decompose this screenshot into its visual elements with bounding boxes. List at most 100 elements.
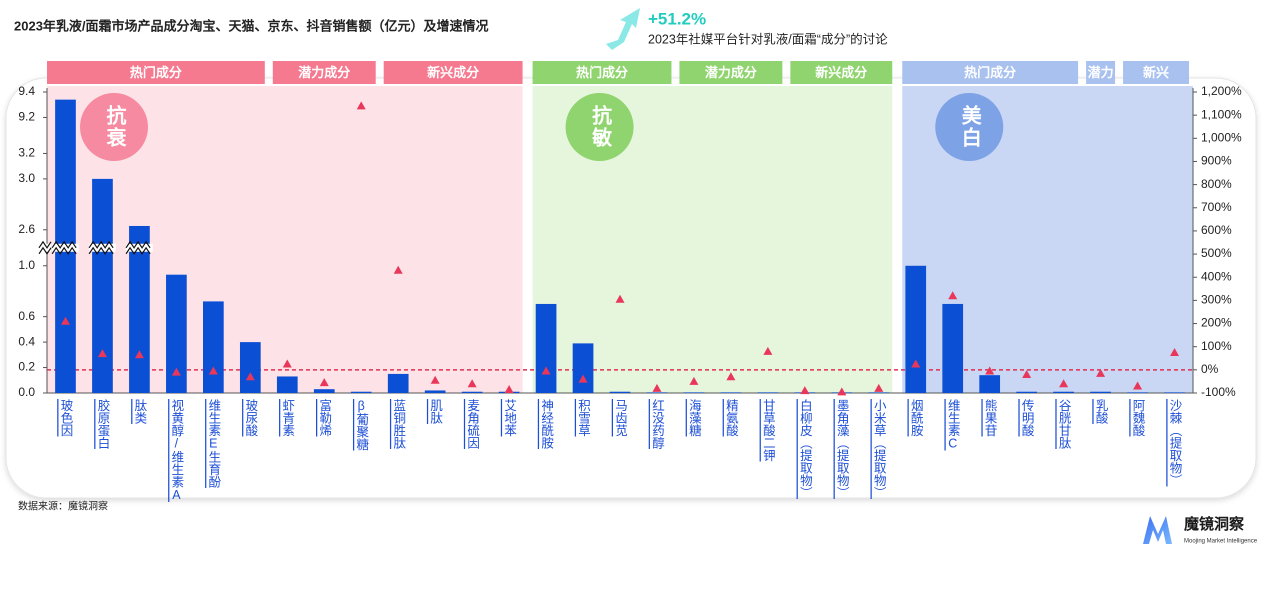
growth-marker (171, 367, 181, 376)
group-badge (935, 93, 1004, 161)
arrow-icon (606, 8, 640, 50)
x-tick-label: 精氨酸 (724, 399, 738, 437)
growth-marker (837, 387, 847, 396)
bar (868, 392, 890, 393)
growth-marker (60, 316, 70, 325)
growth-marker (356, 101, 366, 110)
y2-tick-label: 100% (1201, 339, 1232, 353)
x-tick-label: 胶原蛋白 (95, 398, 109, 449)
bar (239, 342, 261, 393)
x-tick-label: 富勒烯 (317, 398, 331, 437)
axis-break (38, 240, 52, 249)
bar (1053, 391, 1074, 393)
x-tick-label: 甘草酸二钾 (761, 399, 775, 462)
section-header (679, 61, 783, 84)
bar (979, 375, 1001, 393)
growth-marker (319, 378, 329, 387)
growth-marker (245, 372, 255, 381)
y-tick-label: 0.0 (18, 385, 35, 399)
growth-marker (430, 375, 440, 384)
y-tick-label: 1.0 (18, 258, 35, 272)
group-badge (565, 93, 634, 161)
bar (129, 225, 150, 393)
bar (720, 392, 742, 393)
section-label: 热门成分 (130, 65, 182, 80)
group-label: 抗敏 (589, 104, 613, 149)
growth-marker (1059, 379, 1069, 388)
y-tick-label: 9.2 (18, 110, 35, 124)
bar (350, 391, 372, 393)
bar (1127, 392, 1148, 393)
axis-break (39, 243, 51, 252)
y-tick-label: 0.6 (18, 309, 35, 323)
y-tick-label: 0.4 (18, 334, 35, 348)
y2-tick-label: 500% (1201, 246, 1232, 260)
growth-marker (874, 383, 884, 392)
bar (1090, 391, 1111, 393)
section-header (790, 61, 893, 84)
bar (535, 303, 557, 393)
growth-marker (689, 376, 699, 385)
y2-tick-label: 800% (1201, 177, 1232, 191)
bar (461, 391, 483, 393)
growth-marker (504, 385, 514, 394)
bar (1016, 391, 1037, 393)
bar-break (88, 246, 114, 255)
x-tick-label: 乳酸 (1094, 399, 1108, 424)
bar (646, 392, 668, 393)
x-tick-label: β葡聚糖 (354, 399, 368, 451)
section-label: 热门成分 (576, 65, 628, 80)
y-tick-label: 2.6 (18, 222, 35, 236)
x-tick-label: 马齿苋 (613, 399, 627, 437)
growth-marker (1170, 347, 1180, 356)
y2-tick-label: 300% (1201, 293, 1232, 307)
y-tick-label: 0.2 (18, 360, 35, 374)
x-tick-label: 谷胱甘肽 (1057, 399, 1071, 449)
growth-marker (763, 346, 773, 355)
bar (387, 373, 409, 393)
x-tick-label: 艾地苯 (502, 399, 516, 437)
source: 数据来源：魔镜洞察 (18, 500, 108, 513)
y2-tick-label: 200% (1201, 316, 1232, 330)
growth-marker (985, 366, 995, 375)
bar-break (125, 240, 151, 249)
section-header (272, 61, 376, 84)
bar (683, 392, 705, 393)
bar (609, 391, 631, 393)
x-tick-label: 维生素E生育酚 (206, 399, 220, 489)
growth-marker (911, 359, 921, 368)
growth-marker (208, 366, 218, 375)
growth-marker (1133, 381, 1143, 390)
x-tick-label: 维生素C (946, 399, 960, 451)
axis-break (38, 246, 52, 255)
group-label: 抗衰 (103, 104, 127, 149)
bar (92, 178, 113, 393)
y2-tick-label: 0% (1201, 362, 1219, 376)
y2-tick-label: 1,200% (1201, 84, 1242, 98)
annotation-text: 2023年社媒平台针对乳液/面霜“成分”的讨论 (648, 31, 888, 46)
y2-tick-label: 900% (1201, 154, 1232, 168)
section-header (383, 61, 523, 84)
section-label: 潜力 (1088, 65, 1114, 80)
logo-mark (1143, 516, 1172, 544)
growth-marker (726, 372, 736, 381)
x-tick-label: 麦角硫因 (465, 399, 479, 449)
section-header (532, 61, 672, 84)
section-header (1123, 61, 1189, 84)
section-label: 新兴 (1143, 65, 1169, 80)
y-tick-label: 3.0 (18, 171, 35, 185)
y2-tick-label: 600% (1201, 223, 1232, 237)
x-tick-label: 肽类 (132, 398, 146, 425)
y-tick-label: 3.2 (18, 146, 35, 160)
bar (905, 265, 927, 393)
x-tick-label: 虾青素 (280, 399, 294, 437)
bar-break (51, 246, 77, 255)
group-label: 美白 (958, 104, 981, 149)
x-tick-label: 红没药醇 (650, 398, 664, 449)
growth-marker (1096, 368, 1106, 377)
growth-marker (578, 374, 588, 383)
bar (942, 303, 964, 393)
x-tick-label: 视黄醇/维生素A (169, 398, 183, 502)
